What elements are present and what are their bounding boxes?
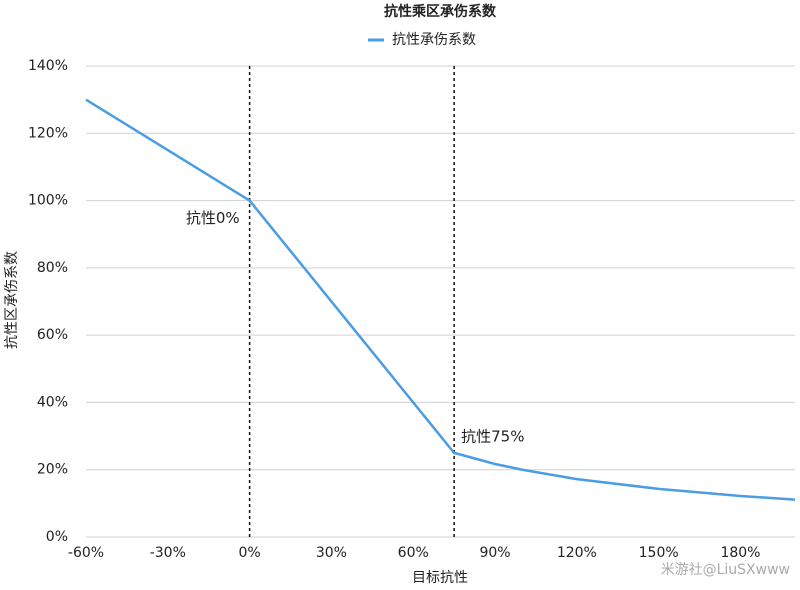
watermark: 米游社@LiuSXwww	[661, 562, 790, 578]
x-tick-label: 180%	[720, 545, 760, 561]
x-tick-label: 0%	[239, 545, 261, 561]
y-axis-label: 抗性区承伤系数	[4, 251, 20, 349]
x-tick-label: 90%	[479, 545, 510, 561]
y-tick-label: 60%	[37, 327, 68, 343]
x-tick-label: 60%	[398, 545, 429, 561]
x-tick-label: 150%	[639, 545, 679, 561]
x-axis-label: 目标抗性	[412, 570, 468, 586]
x-tick-label: -30%	[150, 545, 186, 561]
y-tick-label: 20%	[37, 462, 68, 478]
x-tick-label: 30%	[316, 545, 347, 561]
y-tick-label: 40%	[37, 394, 68, 410]
data-line	[85, 98, 796, 501]
y-tick-label: 0%	[46, 529, 68, 545]
chart-title: 抗性乘区承伤系数	[384, 3, 497, 20]
legend-label: 抗性承伤系数	[392, 32, 476, 48]
y-tick-label: 120%	[28, 125, 68, 141]
x-tick-label: -60%	[68, 545, 104, 561]
x-tick-label: 120%	[557, 545, 597, 561]
annotation: 抗性75%	[461, 427, 524, 445]
y-tick-label: 80%	[37, 260, 68, 276]
annotation: 抗性0%	[186, 209, 240, 227]
y-tick-label: 100%	[28, 193, 68, 209]
y-tick-label: 140%	[28, 58, 68, 74]
